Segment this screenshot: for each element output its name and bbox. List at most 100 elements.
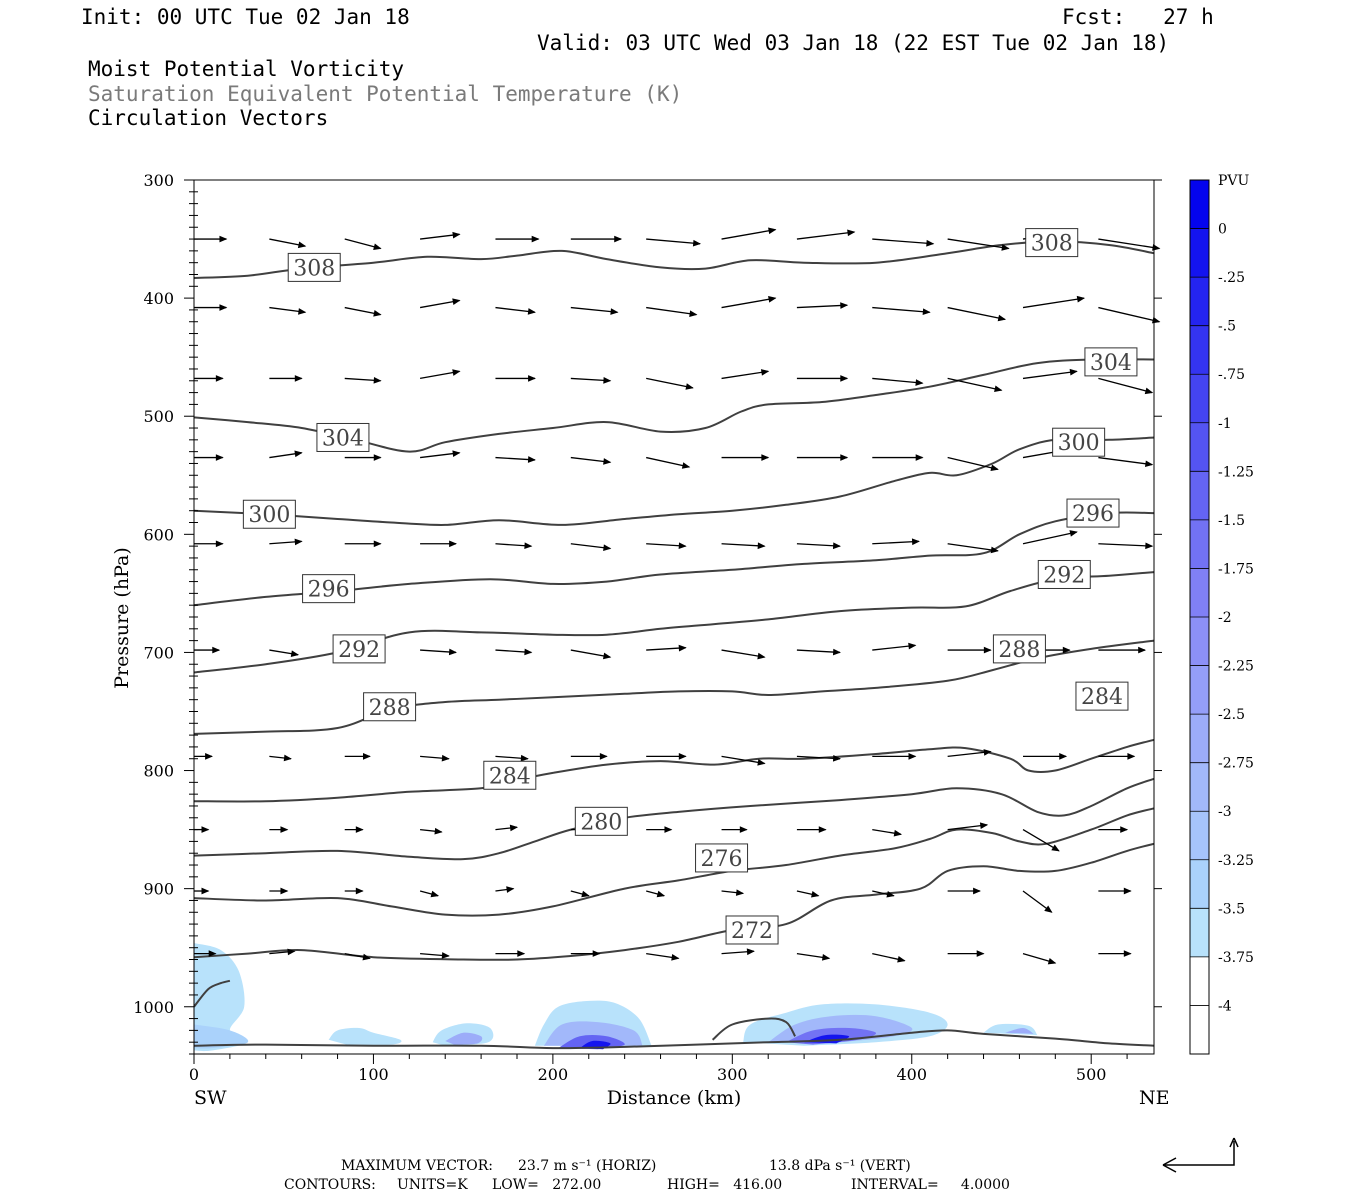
contour-line bbox=[193, 777, 1155, 861]
circulation-vector bbox=[495, 306, 536, 315]
svg-text:308: 308 bbox=[1031, 232, 1073, 257]
circulation-vector bbox=[420, 450, 461, 459]
circulation-vector bbox=[947, 377, 1003, 393]
contour-line bbox=[193, 842, 1155, 961]
circulation-vector bbox=[1022, 530, 1078, 545]
svg-text:304: 304 bbox=[322, 426, 364, 451]
colorbar-title: PVU bbox=[1218, 173, 1250, 189]
forecast-hour: Fcst: 27 h bbox=[1062, 5, 1214, 29]
contour-label: 300 bbox=[1052, 427, 1106, 457]
svg-text:304: 304 bbox=[1090, 351, 1132, 376]
circulation-vector bbox=[721, 542, 766, 550]
svg-text:288: 288 bbox=[998, 638, 1040, 663]
circulation-vector bbox=[420, 827, 443, 835]
circulation-vector bbox=[646, 542, 687, 550]
circulation-vector bbox=[1098, 542, 1154, 550]
colorbar-tick-label: -2.75 bbox=[1218, 756, 1254, 772]
circulation-vector bbox=[872, 306, 931, 316]
contour-label: 288 bbox=[363, 692, 417, 722]
circulation-vector bbox=[495, 886, 515, 893]
colorbar-tick-label: -1.5 bbox=[1218, 513, 1245, 529]
colorbar-tick-label: -3.5 bbox=[1218, 901, 1245, 917]
circulation-vector bbox=[796, 755, 842, 762]
svg-text:292: 292 bbox=[338, 638, 380, 663]
circulation-vector bbox=[194, 540, 224, 548]
circulation-vector bbox=[1022, 295, 1086, 309]
circulation-vector bbox=[947, 887, 981, 895]
contour-label: 284 bbox=[1075, 681, 1129, 711]
colorbar-tick-label: -1.25 bbox=[1218, 464, 1254, 480]
circulation-vector bbox=[796, 890, 820, 898]
circulation-vector bbox=[269, 238, 307, 249]
circulation-vector bbox=[419, 890, 440, 898]
circulation-vector bbox=[646, 753, 687, 760]
circulation-vector bbox=[796, 648, 842, 656]
circulation-vector bbox=[796, 229, 856, 240]
circulation-vector bbox=[721, 649, 766, 660]
circulation-vector bbox=[721, 227, 777, 240]
circulation-vector bbox=[1098, 950, 1132, 957]
svg-text:308: 308 bbox=[293, 256, 335, 281]
circulation-vector bbox=[872, 538, 920, 546]
circulation-vector bbox=[796, 454, 849, 461]
contours-units: UNITS=K bbox=[397, 1177, 468, 1193]
colorbar-tick-label: -3.25 bbox=[1218, 853, 1254, 869]
y-tick-label: 500 bbox=[143, 407, 174, 426]
circulation-vector bbox=[646, 456, 691, 469]
circulation-vector bbox=[495, 648, 533, 656]
circulation-vector bbox=[194, 950, 217, 957]
colorbar-band bbox=[1190, 228, 1209, 278]
circulation-vector bbox=[872, 828, 903, 837]
circulation-vector bbox=[344, 238, 382, 250]
colorbar-band bbox=[1190, 956, 1209, 1006]
contour-label: 308 bbox=[287, 252, 341, 282]
circulation-vector bbox=[570, 377, 612, 384]
x-tick-label: 200 bbox=[538, 1065, 569, 1084]
colorbar-band bbox=[1190, 374, 1209, 423]
svg-text:276: 276 bbox=[701, 847, 743, 872]
contour-line bbox=[711, 1017, 796, 1041]
svg-text:296: 296 bbox=[1072, 502, 1114, 527]
x-axis-label: Distance (km) bbox=[607, 1087, 742, 1109]
pv-region bbox=[543, 1021, 643, 1046]
contour-line bbox=[193, 511, 1155, 607]
circulation-vector bbox=[344, 887, 364, 895]
circulation-vector bbox=[796, 952, 831, 961]
colorbar-tick-label: -.5 bbox=[1218, 319, 1236, 335]
pv-colorbar: 0 -.25 -.5 -.75 -1 -1.25 -1.5 -1.75 -2 -2.25 -2.5 -… bbox=[1189, 179, 1254, 1055]
colorbar-band bbox=[1190, 568, 1209, 617]
circulation-vector bbox=[570, 306, 619, 315]
circulation-vector bbox=[420, 952, 450, 959]
colorbar-tick-label: -.75 bbox=[1218, 367, 1245, 383]
circulation-vector bbox=[420, 754, 450, 762]
circulation-vector bbox=[570, 235, 623, 243]
circulation-vector bbox=[269, 649, 300, 657]
x-tick-label: 100 bbox=[358, 1065, 389, 1084]
circulation-vector bbox=[419, 369, 461, 380]
circulation-vector bbox=[1022, 890, 1053, 913]
y-tick-label: 1000 bbox=[133, 998, 174, 1017]
init-time: Init: 00 UTC Tue 02 Jan 18 bbox=[81, 5, 410, 29]
contour-line bbox=[193, 979, 231, 1008]
svg-text:296: 296 bbox=[308, 578, 350, 603]
circulation-vector bbox=[721, 889, 745, 896]
circulation-vector bbox=[872, 753, 917, 760]
max-vector-vert: 13.8 dPa s⁻¹ (VERT) bbox=[769, 1158, 911, 1174]
circulation-vector bbox=[872, 642, 917, 651]
y-tick-label: 400 bbox=[143, 289, 174, 308]
circulation-vector bbox=[194, 304, 228, 311]
pv-region bbox=[194, 1024, 249, 1049]
circulation-vector bbox=[1022, 952, 1057, 965]
circulation-vector bbox=[269, 887, 289, 895]
x-tick-label: 400 bbox=[896, 1065, 927, 1084]
contour-label: 304 bbox=[316, 422, 370, 452]
pv-region bbox=[328, 1027, 402, 1045]
colorbar-tick-label: -1 bbox=[1218, 416, 1232, 432]
contours-high: HIGH= 416.00 bbox=[667, 1177, 783, 1193]
colorbar-tick-label: -3 bbox=[1218, 804, 1232, 820]
circulation-vector bbox=[570, 456, 612, 465]
colorbar-band bbox=[1190, 908, 1209, 957]
colorbar-tick-label: -2.5 bbox=[1218, 707, 1245, 723]
contour-label: 292 bbox=[332, 634, 386, 664]
svg-text:280: 280 bbox=[580, 810, 622, 835]
